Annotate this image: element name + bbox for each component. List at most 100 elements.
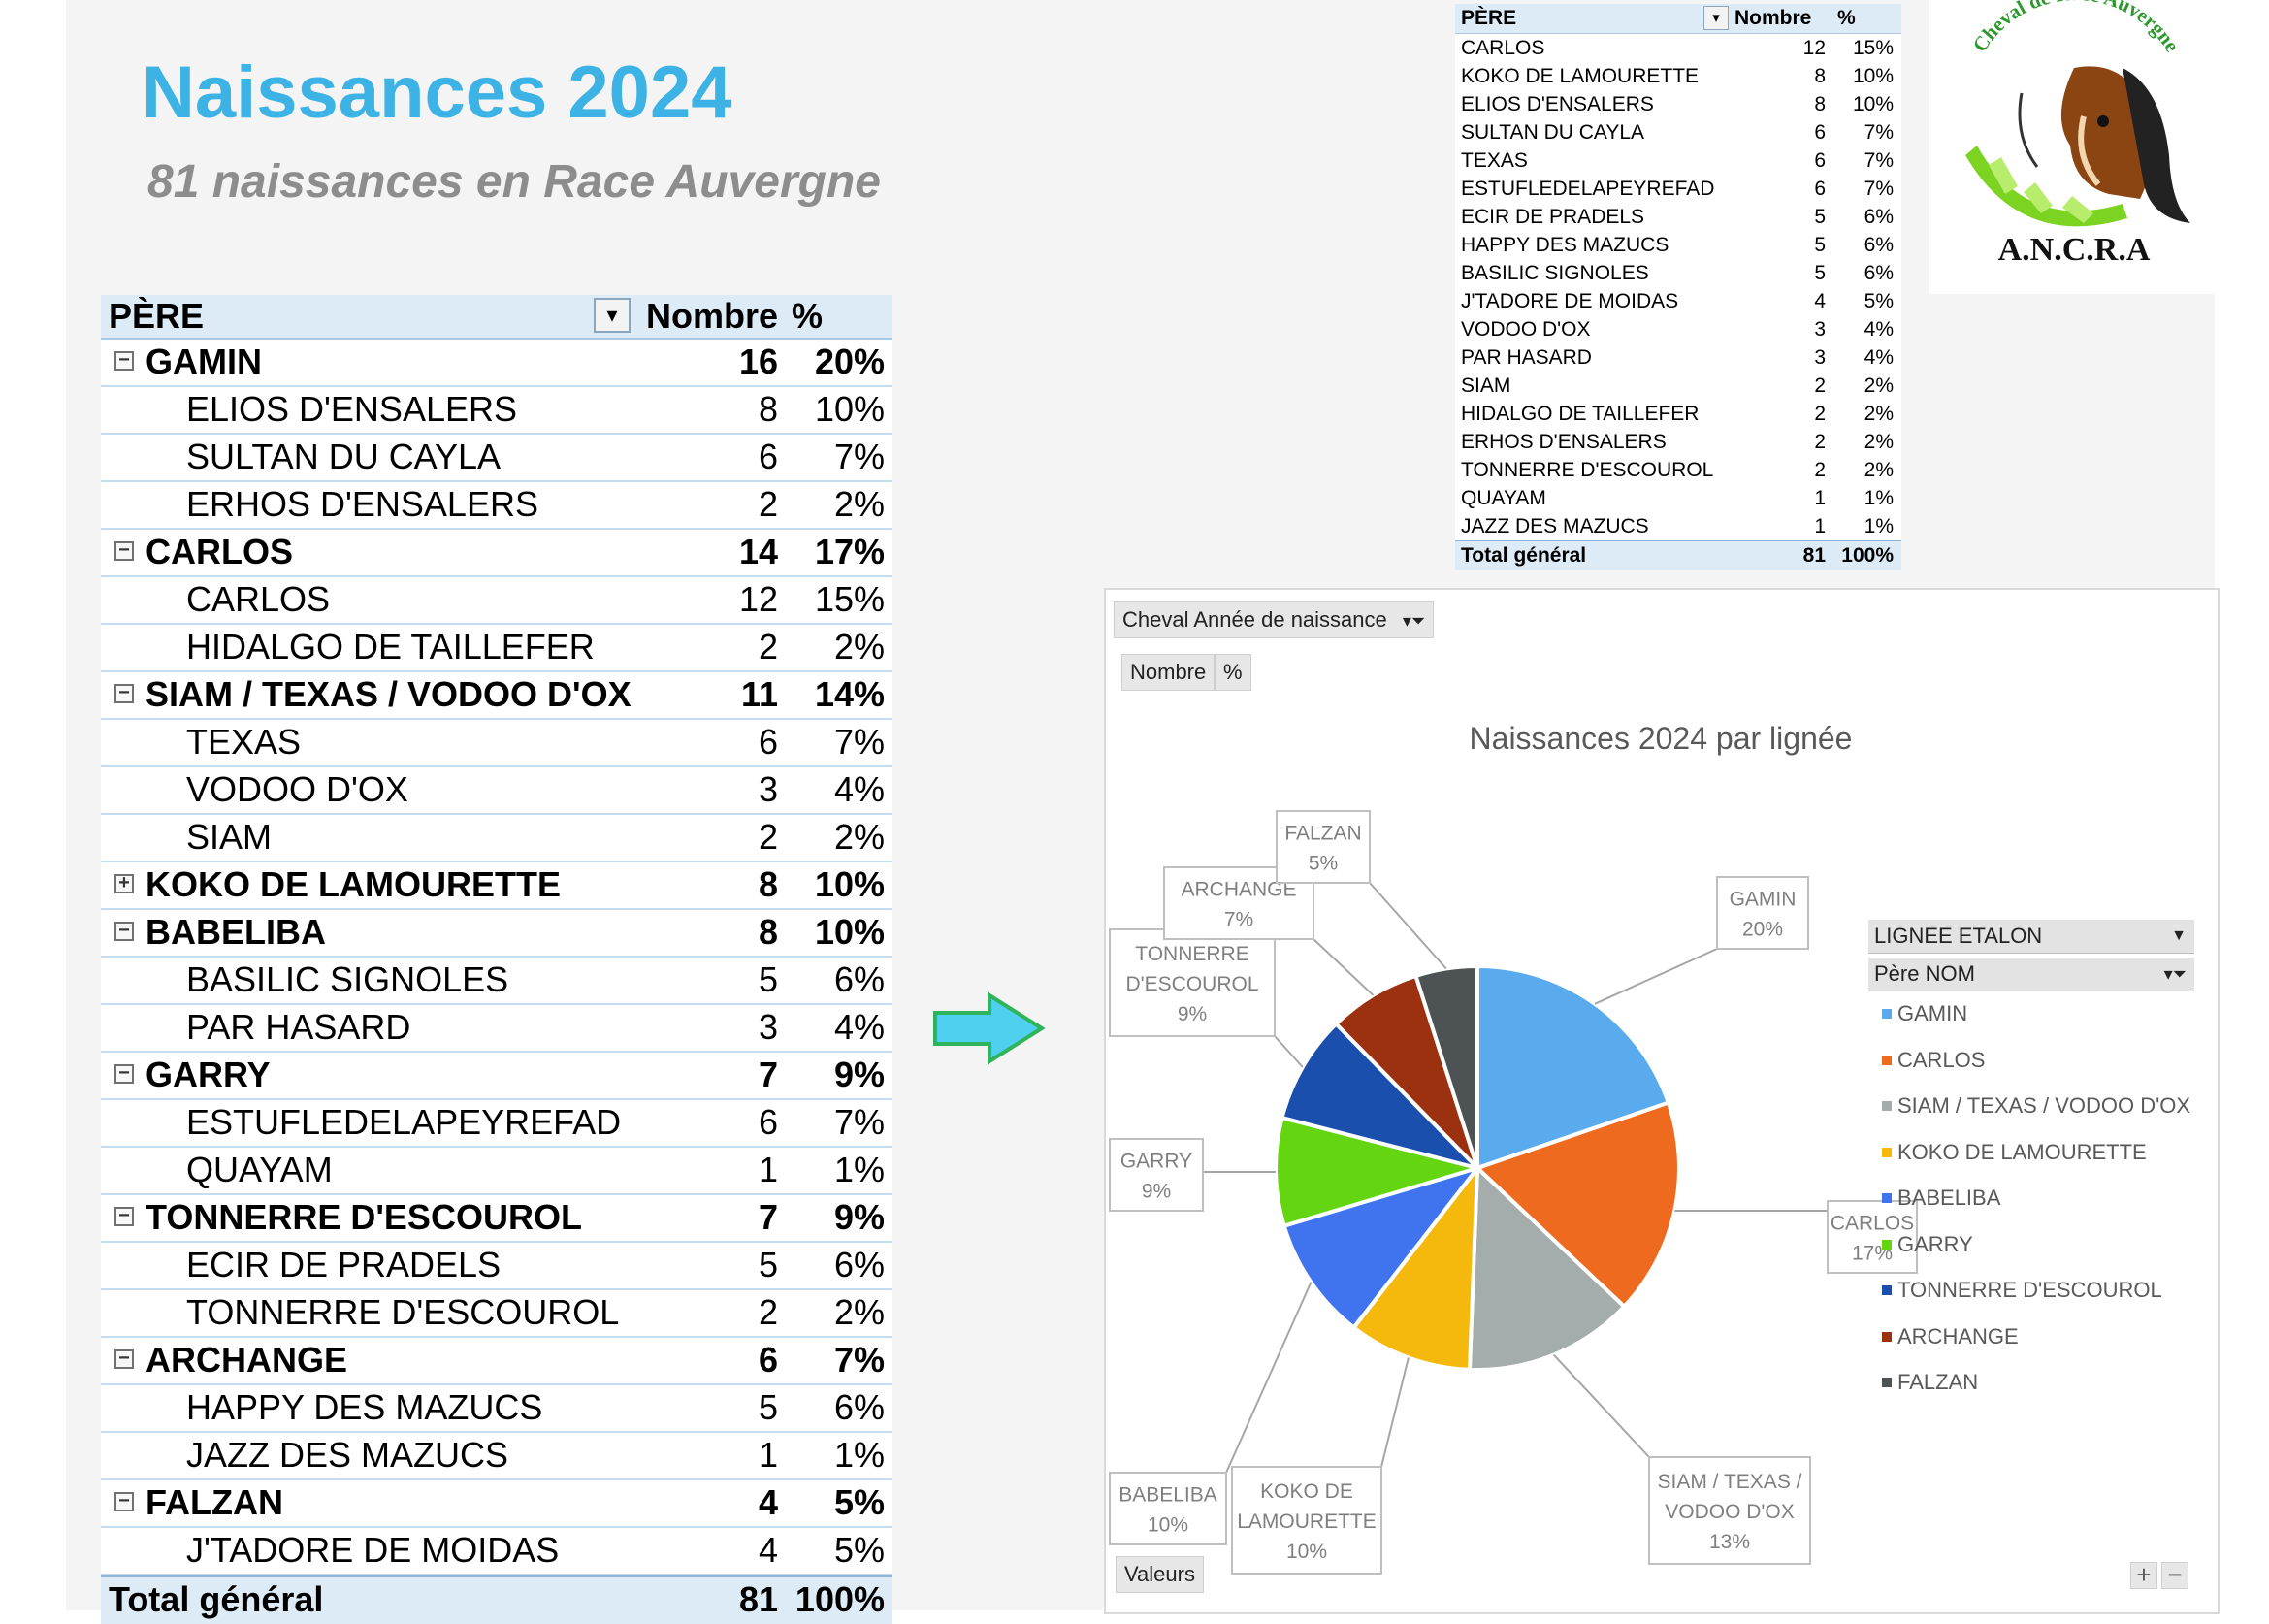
collapse-icon[interactable]: − <box>114 1206 134 1226</box>
data-label: 9% <box>1178 1003 1207 1025</box>
data-label: GAMIN <box>1730 889 1797 911</box>
child-pct: 1% <box>833 1435 885 1475</box>
sire-nombre: 5 <box>1814 206 1826 228</box>
group-pct: 14% <box>814 674 885 714</box>
data-label: 9% <box>1142 1181 1171 1203</box>
small-table-row: SIAM 2 2% <box>1455 372 1901 400</box>
data-label: 7% <box>1224 909 1253 931</box>
child-nombre: 1 <box>758 1150 778 1189</box>
legend-item[interactable]: GAMIN <box>1868 995 2194 1042</box>
filter-field-button[interactable]: Cheval Année de naissance ▾⏷ <box>1114 601 1435 638</box>
legend-item[interactable]: BABELIBA <box>1868 1180 2194 1226</box>
ancra-logo: Cheval de Race Auvergne A.N.C.R.A <box>1929 0 2220 294</box>
small-table-row: ESTUFLEDELAPEYREFAD 6 7% <box>1455 175 1901 203</box>
logo-initials: A.N.C.R.A <box>1998 232 2151 268</box>
group-pct: 9% <box>833 1197 885 1237</box>
pivot-child-row: BASILIC SIGNOLES 5 6% <box>101 958 892 1005</box>
legend-item[interactable]: SIAM / TEXAS / VODOO D'OX <box>1868 1088 2194 1134</box>
legend-item[interactable]: CARLOS <box>1868 1042 2194 1088</box>
small-filter-sort-icon[interactable]: ▾ <box>1703 6 1729 30</box>
pie-slice-tonnerre-d-escourol[interactable] <box>1280 1021 1484 1172</box>
legend-item[interactable]: GARRY <box>1868 1226 2194 1273</box>
group-name: FALZAN <box>146 1482 283 1522</box>
pie-slice-carlos[interactable] <box>1474 1100 1681 1310</box>
data-label: D'ESCOUROL <box>1125 973 1258 995</box>
expand-icon[interactable]: + <box>114 873 134 893</box>
zoom-in-button[interactable]: + <box>2130 1562 2157 1589</box>
child-nombre: 2 <box>758 627 778 666</box>
group-nombre: 11 <box>740 674 778 714</box>
child-nombre: 2 <box>758 484 778 524</box>
data-label: 10% <box>1148 1514 1188 1537</box>
group-name: GARRY <box>146 1055 271 1094</box>
child-name: SULTAN DU CAYLA <box>186 437 502 476</box>
legend-item[interactable]: KOKO DE LAMOURETTE <box>1868 1134 2194 1181</box>
chart-legend: LIGNEE ETALON ▼ Père NOM ▾⏷ GAMIN CARLOS S… <box>1868 920 2194 1411</box>
legend-label: GARRY <box>1897 1231 1973 1256</box>
child-name: CARLOS <box>186 579 331 619</box>
pie-slice-koko-de-lamourette[interactable] <box>1350 1161 1480 1372</box>
arrow-right-icon <box>933 991 1046 1065</box>
pivot-chart-panel: Cheval Année de naissance ▾⏷ Nombre % Na… <box>1104 588 2220 1614</box>
child-name: HAPPY DES MAZUCS <box>186 1387 543 1427</box>
legend-label: BABELIBA <box>1897 1186 2001 1210</box>
data-label: CARLOS <box>1831 1213 1914 1235</box>
pie-chart: Naissances 2024 par lignée GAMIN 20% CARLO… <box>1109 721 1918 1575</box>
pivot-child-row: JAZZ DES MAZUCS 1 1% <box>101 1433 892 1480</box>
child-name: HIDALGO DE TAILLEFER <box>186 627 595 666</box>
sire-nombre: 3 <box>1814 318 1826 341</box>
sire-nombre: 5 <box>1814 234 1826 256</box>
value-button-pct[interactable]: % <box>1215 654 1251 691</box>
collapse-icon[interactable]: − <box>114 540 134 561</box>
small-table-row: VODOO D'OX 3 4% <box>1455 315 1901 343</box>
pie-slice-babeliba[interactable] <box>1281 1164 1483 1331</box>
sire-pct: 2% <box>1864 403 1894 425</box>
legend-item[interactable]: FALZAN <box>1868 1364 2194 1411</box>
pivot-child-row: J'TADORE DE MOIDAS 4 5% <box>101 1528 892 1575</box>
group-name: BABELIBA <box>146 912 326 952</box>
values-field-button[interactable]: Valeurs <box>1116 1556 1204 1593</box>
group-pct: 20% <box>814 341 885 381</box>
sire-name: BASILIC SIGNOLES <box>1461 262 1649 284</box>
child-name: BASILIC SIGNOLES <box>186 959 509 999</box>
child-name: ECIR DE PRADELS <box>186 1245 502 1284</box>
child-nombre: 6 <box>758 722 778 762</box>
sire-name: QUAYAM <box>1461 487 1546 509</box>
legend-field-lignee[interactable]: LIGNEE ETALON ▼ <box>1868 920 2194 954</box>
sire-pct: 7% <box>1864 178 1894 200</box>
collapse-icon[interactable]: − <box>114 350 134 371</box>
legend-label: ARCHANGE <box>1897 1323 2019 1348</box>
zoom-out-button[interactable]: − <box>2161 1562 2188 1589</box>
collapse-icon[interactable]: − <box>114 1063 134 1084</box>
collapse-icon[interactable]: − <box>114 1491 134 1511</box>
collapse-icon[interactable]: − <box>114 683 134 703</box>
collapse-icon[interactable]: − <box>114 921 134 941</box>
collapse-icon[interactable]: − <box>114 1348 134 1369</box>
legend-item[interactable]: ARCHANGE <box>1868 1318 2194 1365</box>
leader-line <box>1225 1282 1313 1474</box>
small-table-row: JAZZ DES MAZUCS 1 1% <box>1455 512 1901 540</box>
sire-pct: 1% <box>1864 487 1894 509</box>
pivot-group-row: − GAMIN 16 20% <box>101 340 892 387</box>
child-pct: 7% <box>833 1102 885 1142</box>
sire-pct: 4% <box>1864 346 1894 369</box>
pivot-child-row: SIAM 2 2% <box>101 815 892 862</box>
pie-slice-siam-texas-vodoo-d-ox[interactable] <box>1467 1163 1628 1372</box>
child-nombre: 1 <box>758 1435 778 1475</box>
sire-pct: 6% <box>1864 234 1894 256</box>
group-nombre: 16 <box>738 341 778 381</box>
legend-field-pere[interactable]: Père NOM ▾⏷ <box>1868 958 2194 991</box>
pivot-group-row: − CARLOS 14 17% <box>101 530 892 577</box>
child-pct: 2% <box>833 1292 885 1332</box>
filter-sort-icon[interactable]: ▾ <box>594 298 631 333</box>
small-table-row: HIDALGO DE TAILLEFER 2 2% <box>1455 400 1901 428</box>
legend-label: GAMIN <box>1897 1001 1968 1025</box>
pivot-child-row: VODOO D'OX 3 4% <box>101 767 892 815</box>
data-label-box <box>1276 810 1371 884</box>
legend-item[interactable]: TONNERRE D'ESCOUROL <box>1868 1272 2194 1318</box>
child-name: ESTUFLEDELAPEYREFAD <box>186 1102 622 1142</box>
sire-pct: 6% <box>1864 206 1894 228</box>
value-button-nombre[interactable]: Nombre <box>1121 654 1216 691</box>
small-column-header-nombre: Nombre <box>1734 7 1812 29</box>
sire-name: TEXAS <box>1461 149 1528 172</box>
